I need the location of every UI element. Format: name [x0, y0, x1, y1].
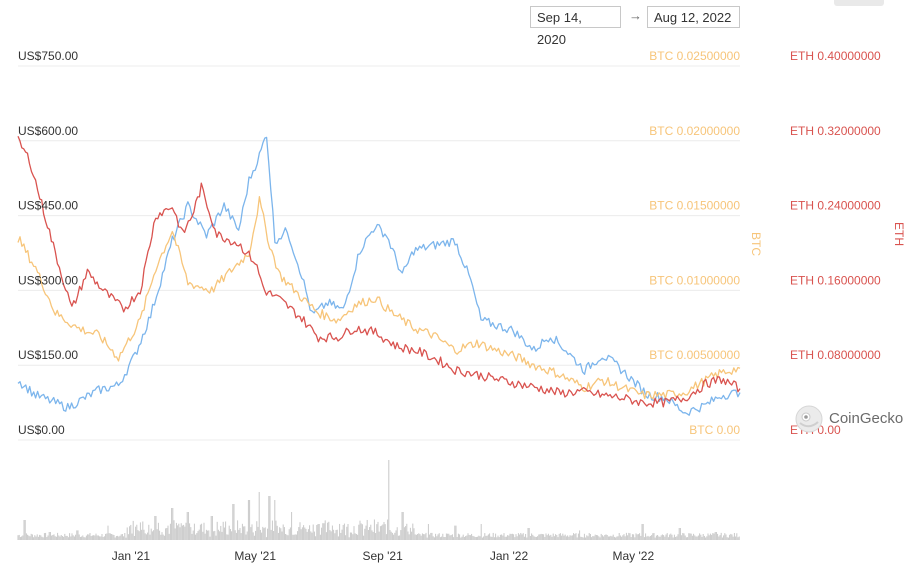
gecko-logo-icon	[795, 405, 823, 433]
eth-tick-label: ETH 0.24000000	[790, 199, 881, 213]
usd-tick-label: US$150.00	[18, 348, 78, 362]
btc-tick-label: BTC 0.00	[689, 423, 740, 437]
date-to-field[interactable]: Aug 12, 2022	[647, 6, 740, 28]
usd-tick-label: US$750.00	[18, 49, 78, 63]
eth-tick-label: ETH 0.40000000	[790, 49, 881, 63]
usd-tick-label: US$0.00	[18, 423, 65, 437]
x-tick-label: Jan '22	[490, 549, 529, 563]
eth-price-line	[17, 135, 741, 408]
usd-tick-label: US$450.00	[18, 199, 78, 213]
coingecko-label: CoinGecko	[829, 410, 904, 427]
btc-price-line	[17, 196, 741, 400]
eth-tick-label: ETH 0.08000000	[790, 348, 881, 362]
usd-tick-label: US$600.00	[18, 124, 78, 138]
eth-tick-label: ETH 0.16000000	[790, 273, 881, 287]
chart-menu-button[interactable]	[834, 0, 884, 6]
btc-tick-label: BTC 0.00500000	[649, 348, 740, 362]
btc-axis-title: BTC	[749, 232, 763, 256]
btc-tick-label: BTC 0.02000000	[649, 124, 740, 138]
btc-tick-label: BTC 0.01000000	[649, 273, 740, 287]
eth-axis-title: ETH	[892, 222, 906, 246]
usd-price-line	[17, 136, 741, 416]
x-tick-label: May '22	[612, 549, 654, 563]
usd-tick-label: US$300.00	[18, 273, 78, 287]
eth-tick-label: ETH 0.32000000	[790, 124, 881, 138]
btc-tick-label: BTC 0.01500000	[649, 199, 740, 213]
date-from-field[interactable]: Sep 14, 2020	[530, 6, 621, 47]
x-tick-label: May '21	[234, 549, 276, 563]
x-tick-label: Jan '21	[112, 549, 151, 563]
date-range-arrow: →	[629, 8, 642, 23]
x-tick-label: Sep '21	[362, 549, 403, 563]
btc-tick-label: BTC 0.02500000	[649, 49, 740, 63]
